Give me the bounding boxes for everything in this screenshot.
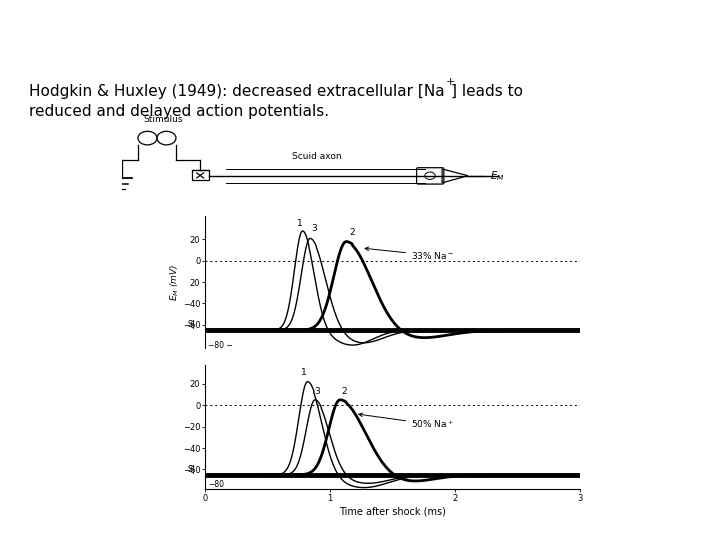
Text: Hodgkin & Huxley (1949): decreased extracellular [Na: Hodgkin & Huxley (1949): decreased extra…: [29, 84, 444, 99]
Text: 1: 1: [301, 368, 307, 377]
Text: 50% Na$^+$: 50% Na$^+$: [359, 413, 454, 430]
Text: Scuid axon: Scuid axon: [292, 152, 341, 161]
Text: 3: 3: [315, 387, 320, 395]
Text: 2: 2: [341, 387, 346, 395]
Bar: [192, 171, 209, 180]
Text: S|: S|: [187, 465, 195, 474]
Y-axis label: $E_M$ (mV): $E_M$ (mV): [168, 264, 181, 301]
Text: 33% Na$^-$: 33% Na$^-$: [365, 247, 454, 261]
Text: +: +: [446, 77, 455, 87]
Text: 1: 1: [297, 219, 302, 228]
Text: −80 −: −80 −: [207, 341, 233, 349]
Text: $E_M$: $E_M$: [490, 169, 504, 183]
Text: −80: −80: [207, 480, 224, 489]
Text: Stimulus: Stimulus: [144, 115, 183, 124]
Text: 3: 3: [312, 224, 318, 233]
Text: 2: 2: [350, 228, 355, 238]
Text: ] leads to: ] leads to: [451, 84, 523, 99]
Text: S|: S|: [187, 320, 195, 329]
X-axis label: Time after shock (ms): Time after shock (ms): [339, 507, 446, 517]
Text: Action potential is Na dependent: Action potential is Na dependent: [13, 15, 379, 35]
FancyBboxPatch shape: [417, 168, 444, 184]
Text: reduced and delayed action potentials.: reduced and delayed action potentials.: [29, 104, 329, 119]
